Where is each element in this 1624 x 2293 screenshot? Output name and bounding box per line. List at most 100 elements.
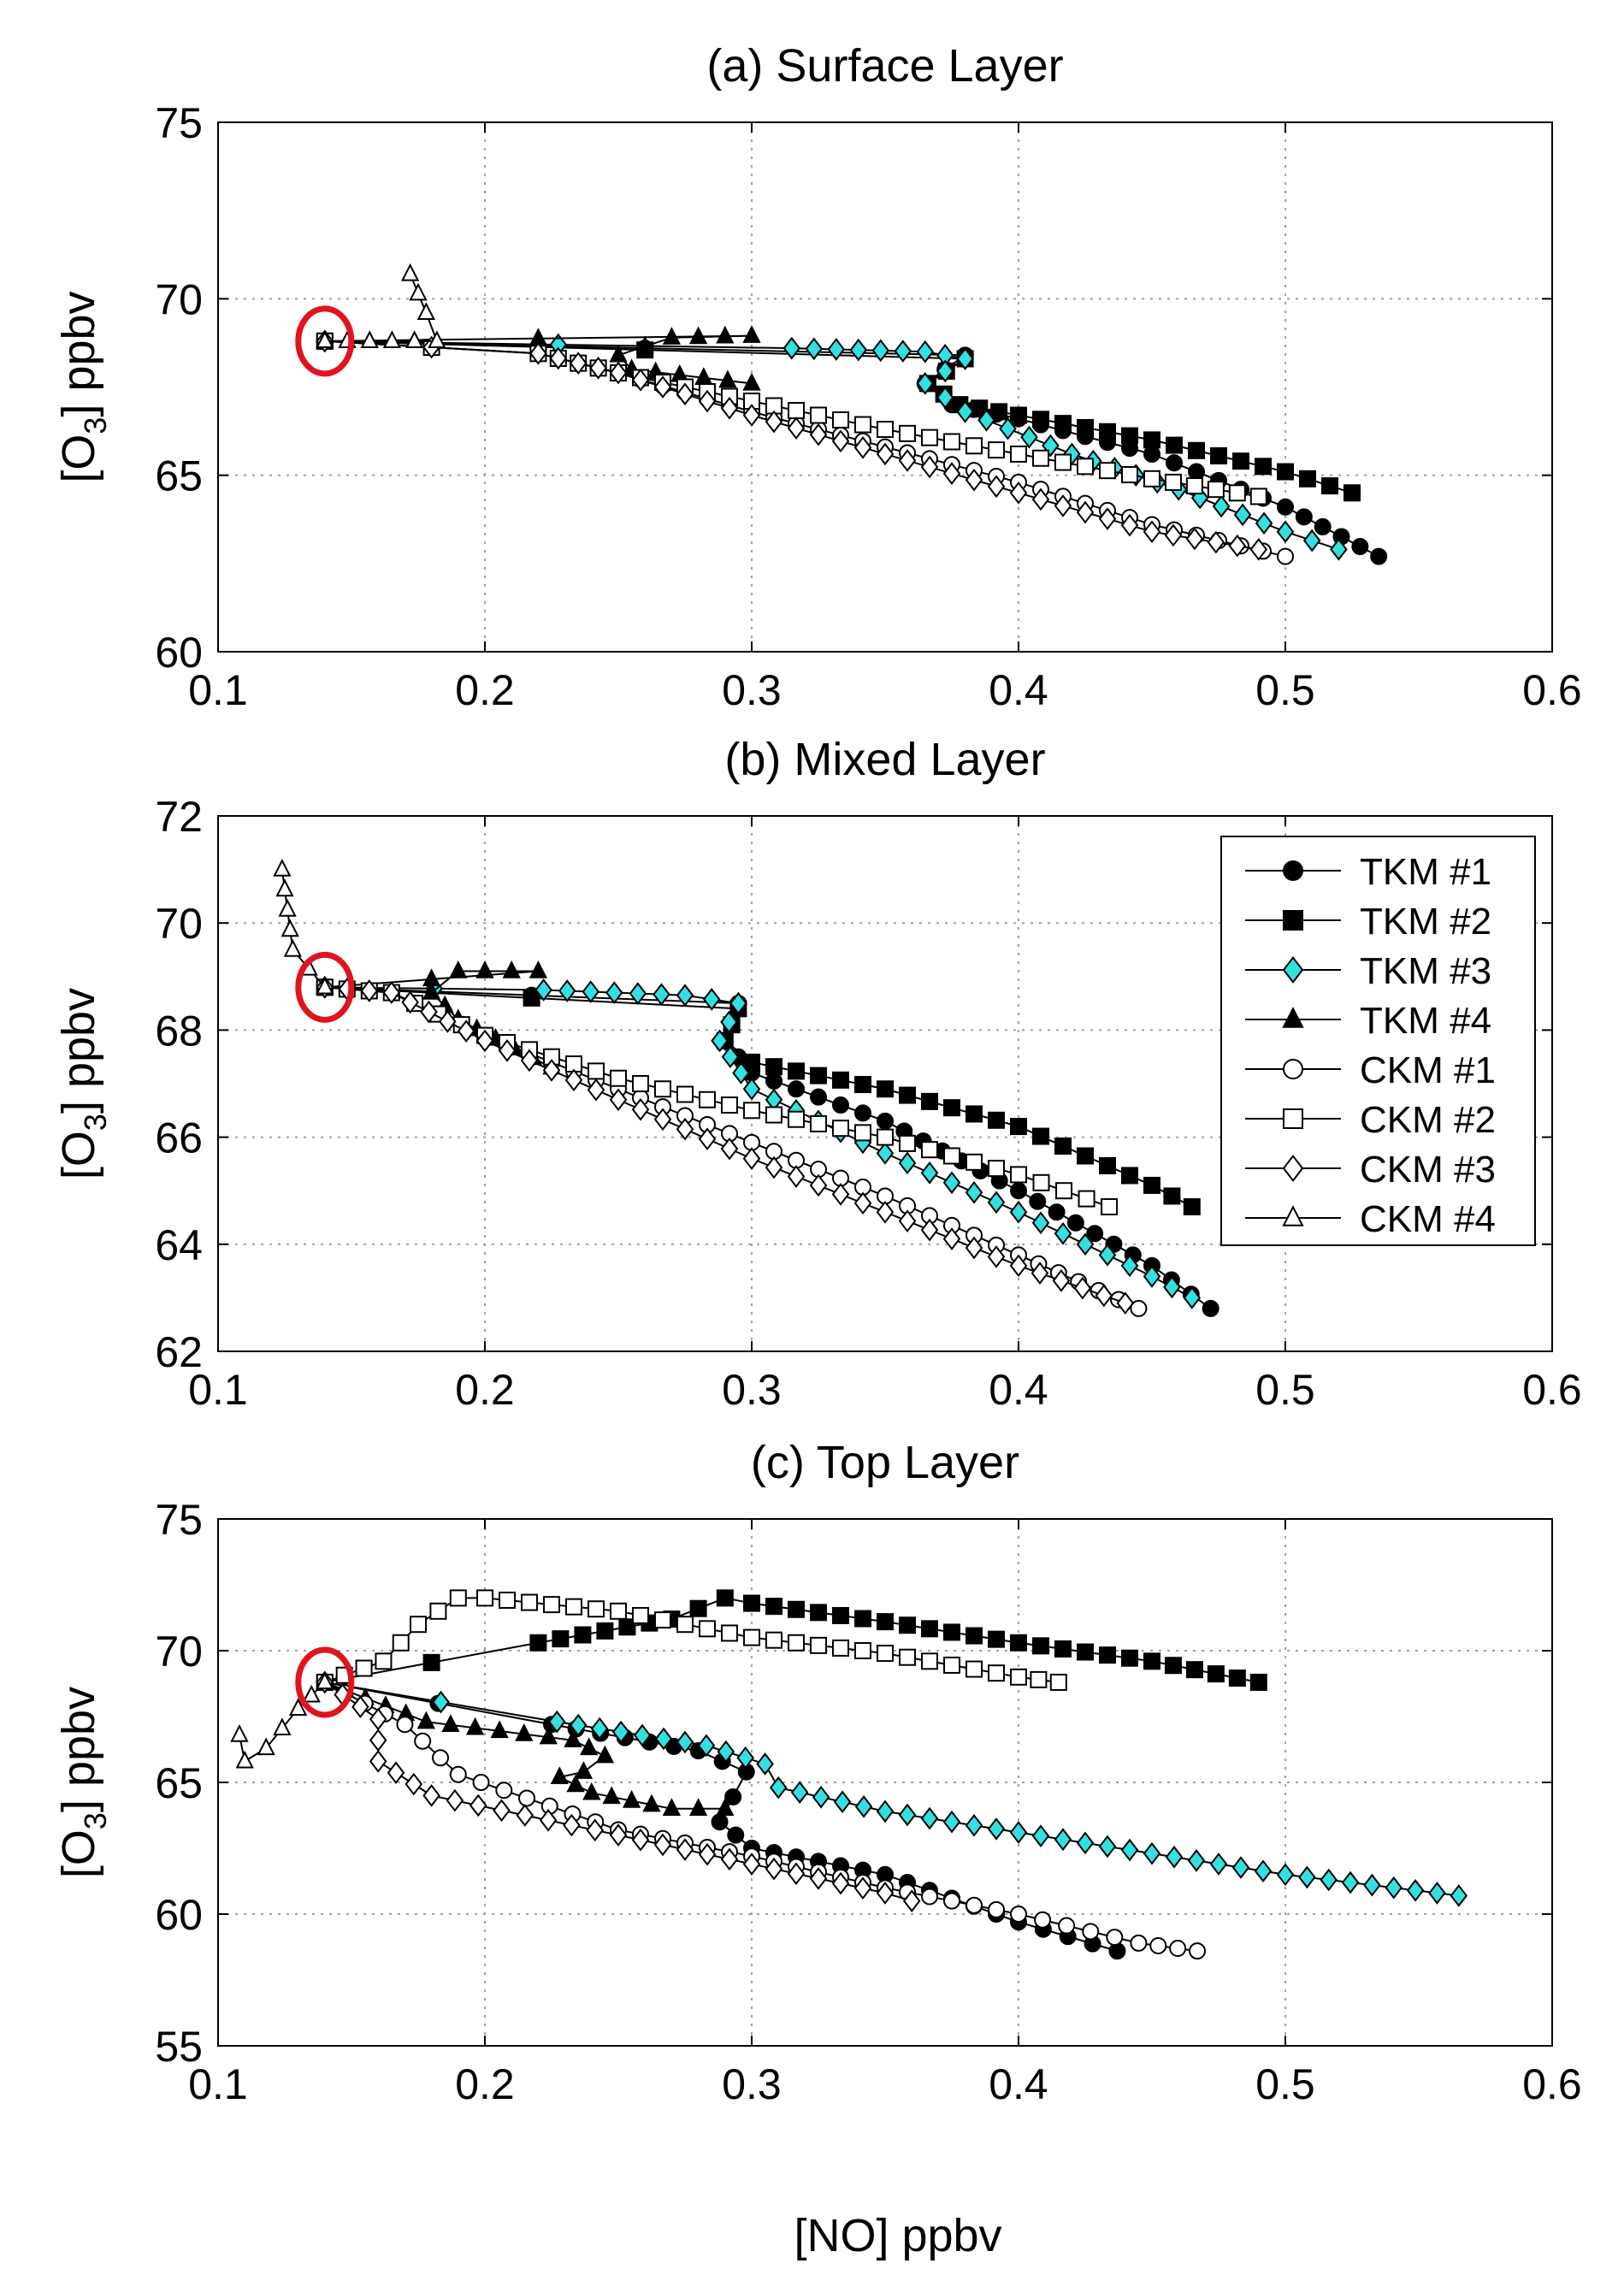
data-point — [449, 960, 468, 978]
series-tkm-3 — [316, 329, 1348, 561]
data-point — [699, 1090, 716, 1108]
data-point — [382, 981, 401, 1004]
data-point — [642, 1794, 661, 1812]
data-point — [1010, 1166, 1027, 1184]
data-point — [977, 408, 995, 432]
y-tick-label: 60 — [155, 1891, 203, 1939]
data-point — [1009, 1254, 1028, 1278]
data-point — [676, 382, 694, 406]
data-point — [1249, 537, 1268, 561]
legend-label: TKM #2 — [1360, 901, 1491, 943]
chart-panel-1: (a) Surface Layer 0.1 0.2 0.3 0.4 0.5 0.6 60 65 7… — [53, 40, 1582, 714]
data-point — [769, 1776, 788, 1800]
data-point — [1032, 1127, 1049, 1145]
data-point — [854, 1076, 871, 1094]
data-point — [618, 1618, 636, 1636]
data-point — [375, 1652, 393, 1670]
legend-label: TKM #4 — [1360, 1000, 1491, 1042]
data-point — [422, 1784, 440, 1807]
legend-entry-ckm-4: CKM #4 — [1245, 1198, 1496, 1240]
data-point — [943, 1099, 960, 1117]
data-point — [518, 1789, 536, 1807]
chart-panel-2: (b) Mixed Layer 0.1 0.2 0.3 0.4 0.5 0.6 62 64 66 6… — [53, 734, 1582, 1414]
legend-marker — [1283, 1059, 1303, 1079]
data-point — [1054, 494, 1072, 517]
data-point — [405, 1772, 423, 1796]
data-point — [790, 1781, 809, 1805]
data-point — [569, 352, 588, 375]
data-point — [1143, 470, 1160, 488]
data-point — [966, 437, 983, 455]
data-point — [564, 1068, 583, 1092]
data-point — [920, 1161, 939, 1185]
data-point — [396, 1716, 414, 1734]
legend-label: CKM #1 — [1360, 1049, 1496, 1091]
data-point — [1086, 1225, 1104, 1243]
x-tick-label: 0.5 — [1255, 1366, 1315, 1414]
data-point — [662, 1798, 682, 1816]
data-point — [631, 1097, 650, 1121]
data-point — [877, 1112, 894, 1130]
data-point — [457, 1019, 475, 1043]
x-tick-label: 0.4 — [989, 666, 1048, 714]
data-point — [574, 1761, 593, 1779]
data-point — [782, 336, 801, 360]
data-point — [1330, 537, 1348, 561]
data-point — [1054, 1828, 1072, 1852]
data-point — [316, 330, 334, 349]
data-point — [832, 411, 849, 429]
data-point — [943, 433, 960, 451]
data-point — [1143, 1652, 1160, 1670]
y-tick-label: 62 — [155, 1328, 203, 1376]
data-point — [422, 982, 441, 1000]
data-point — [622, 1790, 641, 1808]
data-point — [788, 1110, 805, 1128]
data-point — [727, 1826, 745, 1844]
data-point — [853, 436, 872, 459]
data-point — [302, 1684, 321, 1703]
data-point — [971, 399, 989, 417]
data-point — [711, 1813, 729, 1831]
data-point — [1098, 507, 1117, 530]
series-ckm-2 — [316, 1589, 1067, 1691]
data-point — [899, 1616, 916, 1634]
data-point — [1032, 1637, 1049, 1655]
data-point — [765, 410, 783, 434]
data-point — [765, 1631, 782, 1649]
data-point — [441, 1714, 460, 1732]
data-point — [1189, 1942, 1207, 1960]
y-axis-label-part: [O — [53, 1829, 104, 1878]
data-point — [316, 1671, 334, 1690]
data-point — [732, 1061, 750, 1084]
data-point — [742, 1147, 761, 1170]
data-point — [416, 302, 435, 321]
x-axis-label: [NO] ppbv — [794, 2210, 1001, 2261]
x-tick-label: 0.1 — [188, 666, 248, 714]
data-point — [1031, 1211, 1050, 1235]
legend-entry-tkm-3: TKM #3 — [1245, 950, 1491, 992]
data-point — [499, 1591, 516, 1609]
data-point — [1010, 1182, 1027, 1200]
data-point — [877, 421, 894, 439]
data-point — [987, 1191, 1006, 1214]
data-point — [965, 1180, 983, 1204]
series-tkm-2 — [316, 978, 1201, 1215]
data-point — [871, 339, 890, 363]
data-point — [1143, 1176, 1160, 1194]
data-point — [1254, 1859, 1273, 1883]
legend-box — [1220, 836, 1536, 1246]
data-point — [1370, 547, 1388, 565]
y-axis-label-subscript: 3 — [78, 417, 113, 434]
data-point — [469, 1794, 487, 1817]
data-point — [676, 1838, 694, 1861]
data-point — [1058, 1917, 1076, 1935]
data-point — [943, 1892, 960, 1910]
data-point — [1249, 488, 1267, 505]
data-point — [542, 1059, 561, 1082]
data-point — [921, 1888, 938, 1906]
x-tick-label: 0.6 — [1522, 666, 1582, 714]
data-point — [574, 1626, 592, 1644]
data-point — [956, 347, 974, 370]
y-tick-label: 65 — [155, 452, 203, 500]
data-point — [1143, 1841, 1161, 1865]
